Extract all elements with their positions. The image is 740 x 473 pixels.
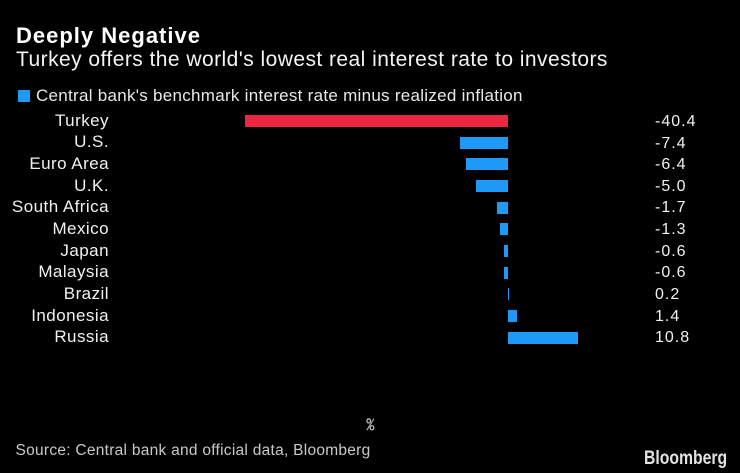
svg-text:Bloomberg: Bloomberg — [644, 446, 727, 468]
